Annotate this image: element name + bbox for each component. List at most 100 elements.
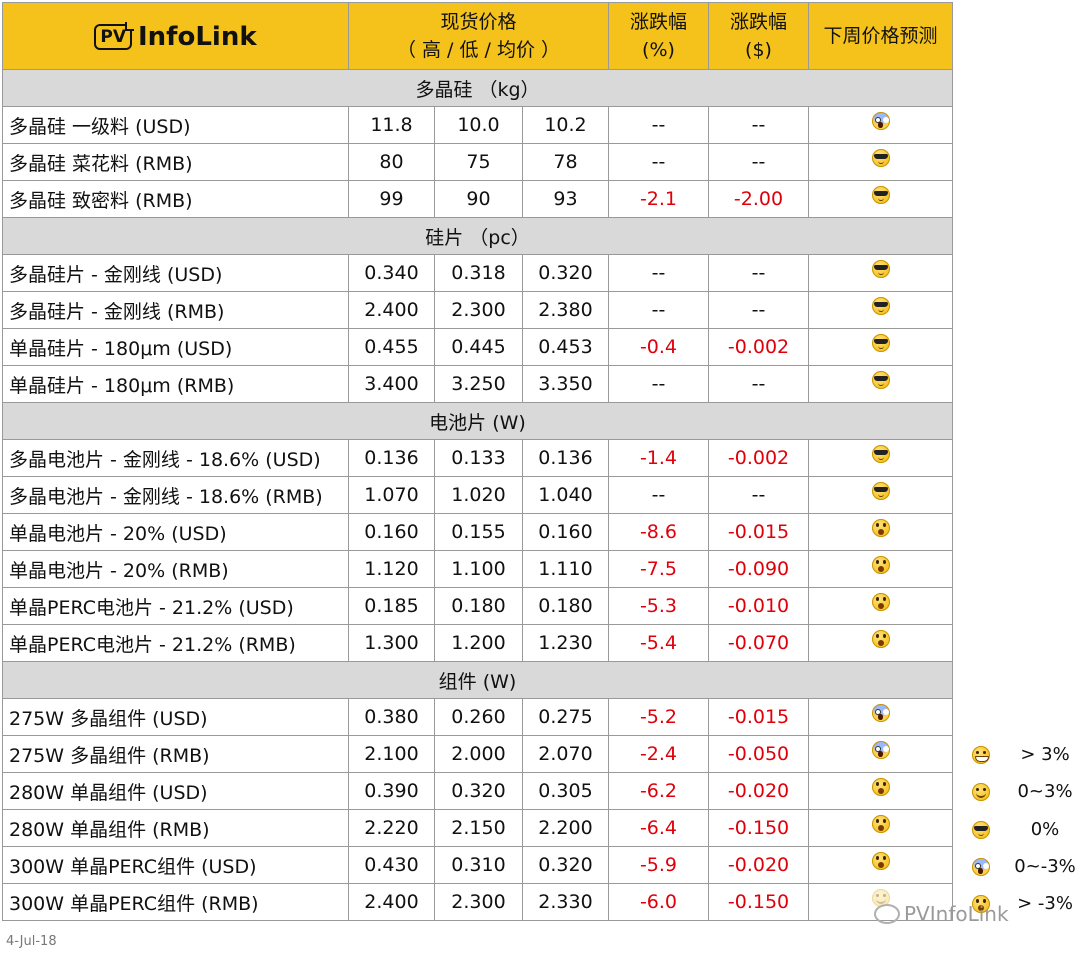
grinning-icon [972, 746, 990, 764]
product-name: 单晶PERC电池片 - 21.2% (RMB) [2, 624, 349, 662]
change-pct: -0.4 [608, 328, 709, 366]
astonished-icon [871, 555, 890, 574]
change-abs: -0.002 [708, 439, 809, 477]
price-avg: 2.200 [522, 809, 609, 847]
price-low: 0.155 [434, 513, 523, 551]
price-avg: 1.040 [522, 476, 609, 514]
product-name: 多晶硅片 - 金刚线 (RMB) [2, 291, 349, 329]
change-pct: -- [608, 291, 709, 329]
forecast-cell [808, 735, 953, 773]
product-name: 275W 多晶组件 (USD) [2, 698, 349, 736]
price-low: 1.200 [434, 624, 523, 662]
change-pct: -5.2 [608, 698, 709, 736]
astonished-icon [871, 629, 890, 648]
sunglasses-icon [871, 185, 890, 204]
change-abs: -0.015 [708, 513, 809, 551]
price-high: 2.220 [348, 809, 435, 847]
price-low: 0.320 [434, 772, 523, 810]
price-avg: 3.350 [522, 365, 609, 403]
price-avg: 0.160 [522, 513, 609, 551]
price-high: 80 [348, 143, 435, 181]
astonished-icon [871, 814, 890, 833]
forecast-cell [808, 180, 953, 218]
price-high: 0.185 [348, 587, 435, 625]
price-avg: 0.275 [522, 698, 609, 736]
product-name: 300W 单晶PERC组件 (USD) [2, 846, 349, 884]
forecast-cell [808, 291, 953, 329]
scream-icon [871, 740, 890, 759]
change-pct: -8.6 [608, 513, 709, 551]
change-pct: -6.0 [608, 883, 709, 921]
section-header-row: 硅片 （pc） [2, 217, 953, 255]
product-name: 275W 多晶组件 (RMB) [2, 735, 349, 773]
change-abs: -0.010 [708, 587, 809, 625]
sunglasses-icon [871, 370, 890, 389]
sunglasses-icon [871, 333, 890, 352]
change-pct: -- [608, 476, 709, 514]
forecast-header: 下周价格预测 [808, 2, 953, 70]
change-abs: -- [708, 106, 809, 144]
change-abs-header: 涨跌幅 ($) [708, 2, 809, 70]
forecast-cell [808, 365, 953, 403]
price-avg: 2.330 [522, 883, 609, 921]
price-high: 0.455 [348, 328, 435, 366]
spot-price-title: 现货价格 [440, 11, 517, 33]
price-high: 0.160 [348, 513, 435, 551]
watermark: PVInfoLink [874, 902, 1009, 926]
price-high: 0.380 [348, 698, 435, 736]
table-row: 单晶PERC电池片 - 21.2% (RMB) 1.300 1.200 1.230 -5… [2, 624, 953, 662]
change-pct: -1.4 [608, 439, 709, 477]
watermark-text: PVInfoLink [904, 902, 1009, 926]
forecast-cell [808, 143, 953, 181]
product-name: 多晶硅 致密料 (RMB) [2, 180, 349, 218]
table-row: 单晶PERC电池片 - 21.2% (USD) 0.185 0.180 0.180 -5… [2, 587, 953, 625]
price-table-body: PV InfoLink 现货价格 （ 高 / 低 / 均价 ） 涨跌幅 (%) … [2, 2, 953, 921]
forecast-cell [808, 106, 953, 144]
report-date: 4-Jul-18 [6, 934, 57, 949]
spot-price-subtitle: （ 高 / 低 / 均价 ） [396, 39, 561, 61]
smiling-icon [972, 783, 990, 802]
section-title: 组件 (W) [2, 661, 953, 699]
product-name: 单晶硅片 - 180μm (RMB) [2, 365, 349, 403]
price-avg: 2.070 [522, 735, 609, 773]
scream-icon [871, 111, 890, 130]
legend-label: > 3% [1020, 744, 1070, 765]
logo-pv-box: PV [94, 21, 134, 50]
price-high: 1.300 [348, 624, 435, 662]
change-abs: -2.00 [708, 180, 809, 218]
price-high: 0.430 [348, 846, 435, 884]
table-row: 多晶硅片 - 金刚线 (RMB) 2.400 2.300 2.380 -- -- [2, 291, 953, 329]
section-header-row: 组件 (W) [2, 661, 953, 699]
price-high: 1.120 [348, 550, 435, 588]
price-low: 2.300 [434, 883, 523, 921]
legend-item: 0~3% [964, 774, 1080, 810]
price-high: 0.136 [348, 439, 435, 477]
section-header-row: 电池片 (W) [2, 402, 953, 440]
forecast-cell [808, 328, 953, 366]
legend-item: 0~-3% [964, 849, 1080, 885]
product-name: 单晶电池片 - 20% (RMB) [2, 550, 349, 588]
change-abs: -0.150 [708, 809, 809, 847]
price-low: 3.250 [434, 365, 523, 403]
spot-price-header: 现货价格 （ 高 / 低 / 均价 ） [348, 2, 609, 70]
forecast-cell [808, 476, 953, 514]
legend-label: > -3% [1017, 893, 1073, 915]
price-high: 11.8 [348, 106, 435, 144]
section-header-row: 多晶硅 （kg） [2, 69, 953, 107]
price-low: 0.310 [434, 846, 523, 884]
change-abs: -0.050 [708, 735, 809, 773]
price-low: 0.445 [434, 328, 523, 366]
change-pct-unit: (%) [642, 39, 675, 61]
table-row: 多晶电池片 - 金刚线 - 18.6% (RMB) 1.070 1.020 1.040… [2, 476, 953, 514]
price-low: 0.180 [434, 587, 523, 625]
price-low: 0.318 [434, 254, 523, 292]
product-name: 280W 单晶组件 (RMB) [2, 809, 349, 847]
price-avg: 0.320 [522, 254, 609, 292]
table-row: 多晶硅 一级料 (USD) 11.8 10.0 10.2 -- -- [2, 106, 953, 144]
change-pct: -5.4 [608, 624, 709, 662]
price-high: 2.400 [348, 291, 435, 329]
product-name: 300W 单晶PERC组件 (RMB) [2, 883, 349, 921]
forecast-cell [808, 513, 953, 551]
price-avg: 0.136 [522, 439, 609, 477]
change-pct: -- [608, 254, 709, 292]
